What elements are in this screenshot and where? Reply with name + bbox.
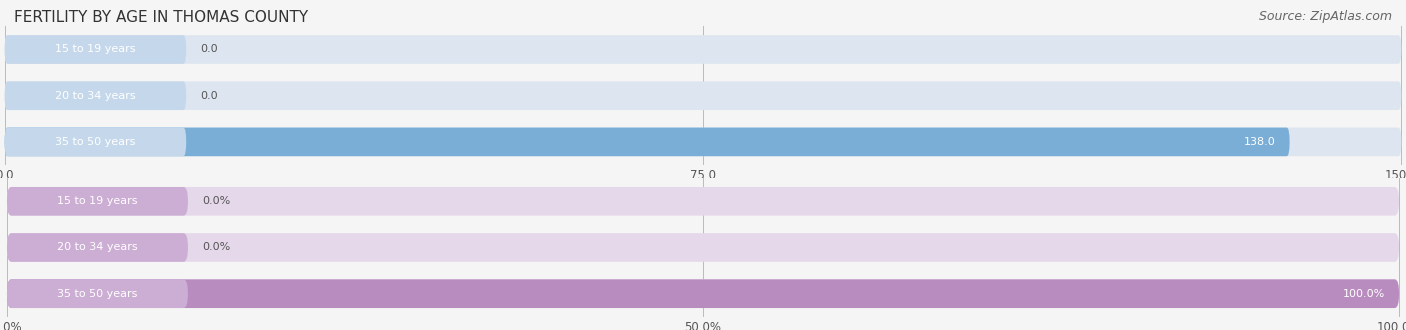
FancyBboxPatch shape (4, 128, 1289, 156)
FancyBboxPatch shape (4, 128, 186, 156)
FancyBboxPatch shape (4, 82, 1402, 110)
Text: 0.0: 0.0 (200, 91, 218, 101)
Text: 20 to 34 years: 20 to 34 years (55, 91, 136, 101)
FancyBboxPatch shape (7, 187, 1399, 215)
Text: 100.0%: 100.0% (1343, 289, 1385, 299)
FancyBboxPatch shape (7, 280, 1399, 308)
Text: 15 to 19 years: 15 to 19 years (58, 196, 138, 206)
Text: FERTILITY BY AGE IN THOMAS COUNTY: FERTILITY BY AGE IN THOMAS COUNTY (14, 10, 308, 25)
FancyBboxPatch shape (4, 128, 1402, 156)
Text: Source: ZipAtlas.com: Source: ZipAtlas.com (1258, 10, 1392, 23)
Text: 0.0%: 0.0% (202, 196, 231, 206)
FancyBboxPatch shape (4, 35, 1402, 64)
FancyBboxPatch shape (7, 233, 188, 262)
FancyBboxPatch shape (7, 280, 1399, 308)
Text: 35 to 50 years: 35 to 50 years (55, 137, 135, 147)
Text: 0.0%: 0.0% (202, 243, 231, 252)
Text: 15 to 19 years: 15 to 19 years (55, 45, 136, 54)
FancyBboxPatch shape (7, 280, 188, 308)
FancyBboxPatch shape (7, 233, 1399, 262)
Text: 0.0: 0.0 (200, 45, 218, 54)
Text: 35 to 50 years: 35 to 50 years (58, 289, 138, 299)
Text: 20 to 34 years: 20 to 34 years (58, 243, 138, 252)
FancyBboxPatch shape (4, 82, 186, 110)
Text: 138.0: 138.0 (1244, 137, 1275, 147)
FancyBboxPatch shape (4, 35, 186, 64)
FancyBboxPatch shape (7, 187, 188, 215)
